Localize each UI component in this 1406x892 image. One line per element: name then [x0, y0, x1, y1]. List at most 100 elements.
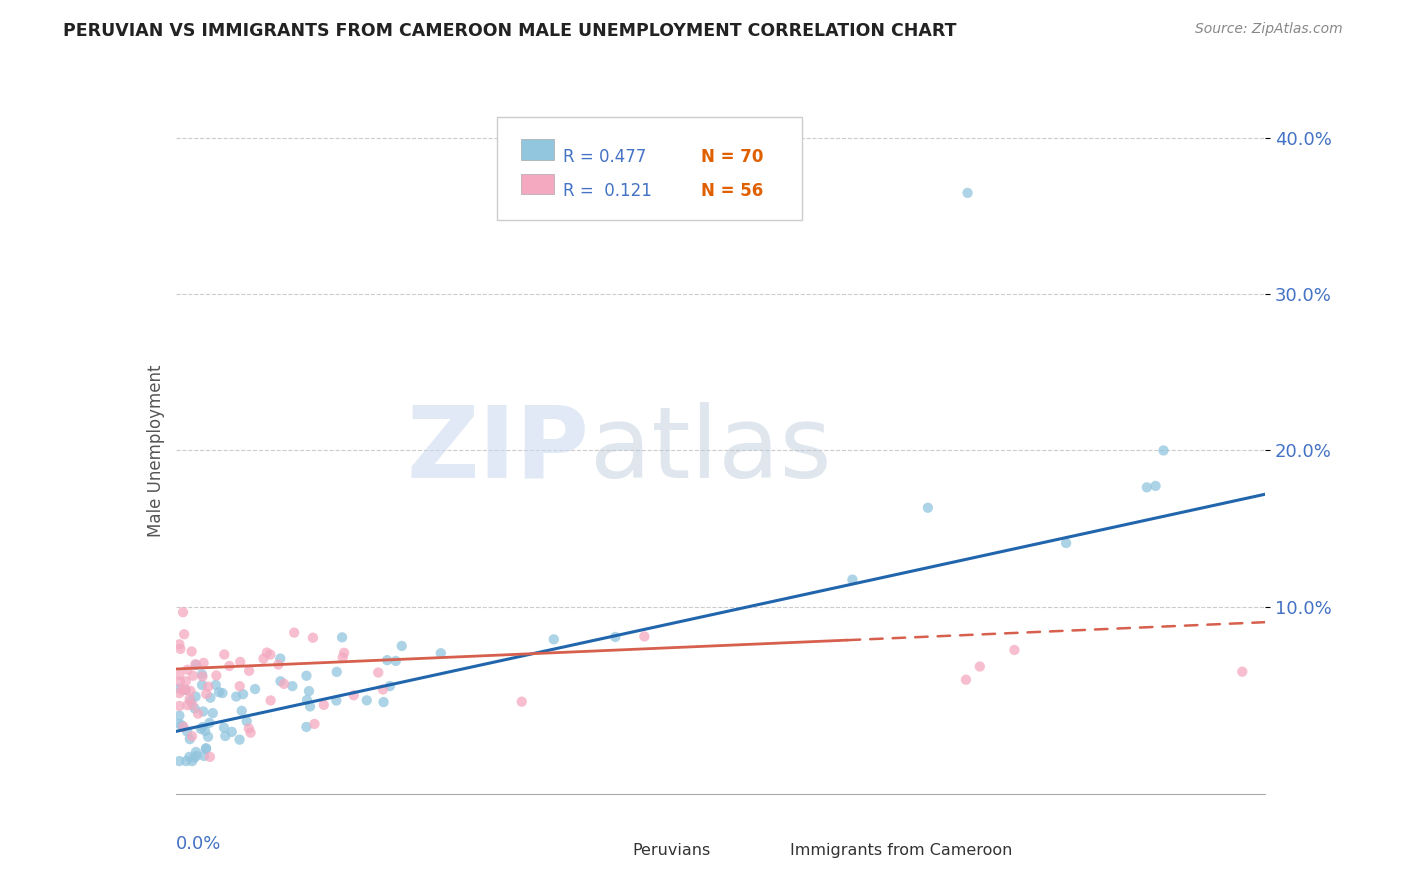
- Point: [343, 688, 366, 702]
- Point: [186, 748, 208, 763]
- Point: [231, 704, 253, 718]
- Point: [243, 681, 266, 696]
- Point: [172, 605, 194, 619]
- Point: [367, 665, 389, 680]
- Point: [204, 678, 226, 692]
- Text: PERUVIAN VS IMMIGRANTS FROM CAMEROON MALE UNEMPLOYMENT CORRELATION CHART: PERUVIAN VS IMMIGRANTS FROM CAMEROON MAL…: [63, 22, 956, 40]
- Point: [173, 720, 195, 734]
- Point: [917, 500, 939, 515]
- Point: [181, 729, 204, 743]
- Point: [194, 723, 217, 738]
- Point: [330, 631, 353, 645]
- Point: [841, 573, 863, 587]
- Point: [238, 722, 260, 736]
- Point: [510, 695, 533, 709]
- Point: [179, 749, 201, 764]
- Point: [173, 627, 195, 641]
- Point: [191, 720, 214, 734]
- Point: [191, 669, 214, 683]
- Text: ZIP: ZIP: [406, 402, 591, 499]
- Text: 0.0%: 0.0%: [176, 835, 221, 853]
- Point: [304, 717, 326, 731]
- Point: [373, 695, 395, 709]
- Point: [218, 659, 240, 673]
- Point: [283, 625, 305, 640]
- Point: [214, 729, 236, 743]
- Point: [1153, 443, 1175, 458]
- Y-axis label: Male Unemployment: Male Unemployment: [146, 364, 165, 537]
- Point: [375, 653, 398, 667]
- Point: [169, 674, 191, 689]
- Point: [169, 754, 191, 768]
- Point: [179, 684, 201, 698]
- Point: [1002, 643, 1025, 657]
- Point: [169, 667, 191, 681]
- Point: [543, 632, 565, 647]
- Point: [181, 754, 204, 768]
- Point: [295, 669, 318, 683]
- Point: [191, 678, 214, 692]
- Point: [169, 641, 191, 656]
- Point: [956, 186, 979, 200]
- Point: [187, 706, 209, 721]
- Point: [195, 687, 218, 701]
- Point: [273, 677, 295, 691]
- Point: [212, 721, 235, 735]
- Point: [299, 699, 322, 714]
- Point: [184, 657, 207, 672]
- Point: [183, 701, 205, 715]
- Point: [295, 693, 318, 707]
- Point: [193, 656, 215, 670]
- FancyBboxPatch shape: [522, 139, 554, 160]
- Point: [391, 639, 413, 653]
- Point: [633, 629, 655, 643]
- Point: [193, 705, 215, 719]
- Point: [332, 650, 354, 665]
- FancyBboxPatch shape: [600, 822, 624, 838]
- Point: [214, 648, 236, 662]
- Point: [176, 724, 198, 739]
- Point: [174, 754, 197, 768]
- Text: Immigrants from Cameroon: Immigrants from Cameroon: [790, 843, 1012, 858]
- Point: [371, 682, 394, 697]
- Point: [228, 732, 250, 747]
- Point: [208, 685, 231, 699]
- Point: [235, 714, 257, 729]
- Point: [1136, 480, 1159, 494]
- Point: [198, 749, 221, 764]
- Point: [325, 693, 347, 707]
- Point: [179, 691, 201, 706]
- Point: [174, 674, 197, 689]
- Point: [184, 690, 207, 704]
- Text: atlas: atlas: [591, 402, 831, 499]
- Point: [269, 651, 291, 665]
- Point: [221, 724, 243, 739]
- Point: [198, 715, 221, 730]
- Point: [180, 644, 202, 658]
- Point: [197, 730, 219, 744]
- Point: [238, 664, 260, 678]
- Point: [211, 686, 233, 700]
- Point: [229, 655, 252, 669]
- FancyBboxPatch shape: [759, 822, 783, 838]
- Point: [195, 741, 218, 756]
- Point: [174, 683, 197, 698]
- Point: [228, 679, 250, 693]
- Point: [179, 732, 201, 747]
- Text: Peruvians: Peruvians: [633, 843, 710, 858]
- Point: [333, 646, 356, 660]
- Point: [201, 706, 224, 720]
- Point: [169, 681, 191, 696]
- Text: R = 0.477: R = 0.477: [562, 147, 645, 166]
- Point: [270, 674, 292, 689]
- Point: [969, 659, 991, 673]
- Point: [181, 669, 204, 683]
- Point: [169, 717, 191, 731]
- Point: [169, 637, 191, 651]
- Point: [184, 657, 207, 672]
- Text: N = 56: N = 56: [702, 182, 763, 200]
- Point: [170, 718, 193, 732]
- Point: [169, 708, 191, 723]
- Point: [176, 663, 198, 677]
- Point: [252, 651, 274, 665]
